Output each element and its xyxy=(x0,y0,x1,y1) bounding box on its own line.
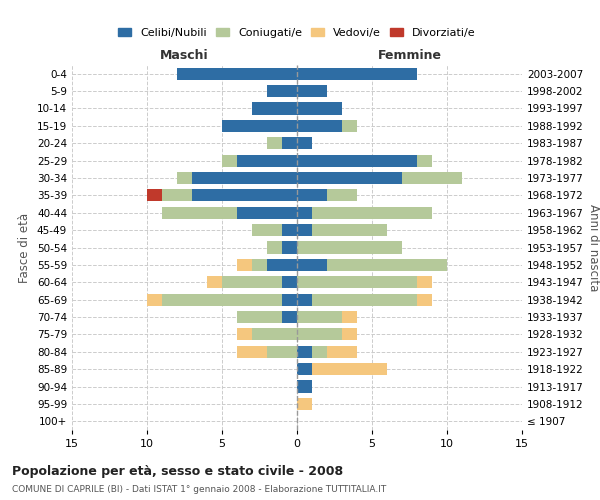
Bar xyxy=(282,276,297,288)
Bar xyxy=(297,85,327,97)
Bar xyxy=(147,294,162,306)
Bar xyxy=(282,311,297,323)
Bar xyxy=(297,346,312,358)
Bar xyxy=(297,363,312,375)
Bar xyxy=(342,328,357,340)
Bar xyxy=(297,137,312,149)
Bar xyxy=(147,190,162,202)
Bar xyxy=(252,102,297,115)
Bar xyxy=(282,242,297,254)
Text: Popolazione per età, sesso e stato civile - 2008: Popolazione per età, sesso e stato civil… xyxy=(12,465,343,478)
Bar xyxy=(162,190,192,202)
Bar xyxy=(312,363,387,375)
Bar xyxy=(162,206,237,219)
Bar xyxy=(312,294,417,306)
Bar xyxy=(327,259,447,271)
Bar xyxy=(267,85,297,97)
Bar xyxy=(417,276,432,288)
Bar xyxy=(402,172,462,184)
Bar xyxy=(222,154,237,166)
Bar xyxy=(282,224,297,236)
Bar xyxy=(267,137,282,149)
Bar xyxy=(222,120,297,132)
Bar xyxy=(342,311,357,323)
Bar xyxy=(297,242,402,254)
Bar xyxy=(297,259,327,271)
Bar xyxy=(192,172,297,184)
Text: COMUNE DI CAPRILE (BI) - Dati ISTAT 1° gennaio 2008 - Elaborazione TUTTITALIA.IT: COMUNE DI CAPRILE (BI) - Dati ISTAT 1° g… xyxy=(12,485,386,494)
Bar xyxy=(297,120,342,132)
Bar xyxy=(282,294,297,306)
Y-axis label: Anni di nascita: Anni di nascita xyxy=(587,204,600,291)
Bar xyxy=(252,328,297,340)
Bar xyxy=(327,190,357,202)
Bar xyxy=(237,259,252,271)
Bar xyxy=(237,328,252,340)
Text: Maschi: Maschi xyxy=(160,48,209,62)
Bar xyxy=(312,224,387,236)
Bar xyxy=(297,276,417,288)
Bar xyxy=(297,311,342,323)
Bar xyxy=(237,311,282,323)
Legend: Celibi/Nubili, Coniugati/e, Vedovi/e, Divorziati/e: Celibi/Nubili, Coniugati/e, Vedovi/e, Di… xyxy=(114,23,480,42)
Bar xyxy=(237,206,297,219)
Bar xyxy=(312,346,327,358)
Text: Femmine: Femmine xyxy=(377,48,442,62)
Bar xyxy=(297,294,312,306)
Bar xyxy=(297,154,417,166)
Bar xyxy=(312,206,432,219)
Bar xyxy=(267,242,282,254)
Bar xyxy=(297,328,342,340)
Y-axis label: Fasce di età: Fasce di età xyxy=(19,212,31,282)
Bar xyxy=(237,154,297,166)
Bar xyxy=(177,172,192,184)
Bar xyxy=(162,294,282,306)
Bar xyxy=(282,137,297,149)
Bar xyxy=(297,224,312,236)
Bar xyxy=(252,259,267,271)
Bar xyxy=(297,190,327,202)
Bar xyxy=(342,120,357,132)
Bar xyxy=(297,206,312,219)
Bar xyxy=(327,346,357,358)
Bar xyxy=(267,259,297,271)
Bar xyxy=(237,346,267,358)
Bar xyxy=(297,380,312,392)
Bar xyxy=(417,294,432,306)
Bar xyxy=(297,398,312,410)
Bar xyxy=(252,224,282,236)
Bar xyxy=(192,190,297,202)
Bar xyxy=(297,172,402,184)
Bar xyxy=(267,346,297,358)
Bar xyxy=(297,68,417,80)
Bar xyxy=(297,102,342,115)
Bar xyxy=(207,276,222,288)
Bar xyxy=(417,154,432,166)
Bar xyxy=(177,68,297,80)
Bar xyxy=(222,276,282,288)
